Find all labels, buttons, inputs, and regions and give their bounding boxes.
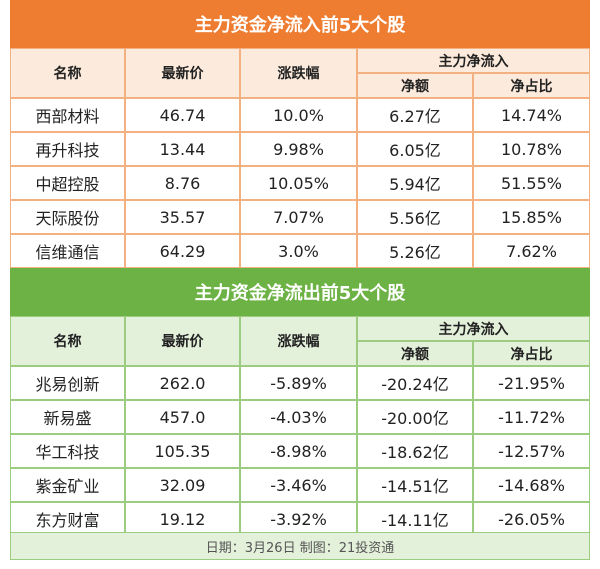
table-cell: 中超控股 bbox=[10, 166, 125, 200]
table-cell: 51.55% bbox=[473, 166, 590, 200]
table-cell: 262.0 bbox=[125, 366, 240, 400]
table-cell: 3.0% bbox=[240, 234, 357, 268]
table-cell: 5.94亿 bbox=[357, 166, 473, 200]
table-cell: -3.46% bbox=[240, 468, 357, 502]
table-cell: -14.68% bbox=[473, 468, 590, 502]
table-cell: 10.0% bbox=[240, 98, 357, 132]
column-header: 名称 bbox=[10, 48, 125, 98]
table-title: 主力资金净流入前5大个股 bbox=[10, 0, 590, 48]
table-cell: 西部材料 bbox=[10, 98, 125, 132]
column-header: 净占比 bbox=[473, 73, 590, 98]
table-title: 主力资金净流出前5大个股 bbox=[10, 268, 590, 316]
table-cell: 9.98% bbox=[240, 132, 357, 166]
table-cell: 6.27亿 bbox=[357, 98, 473, 132]
table-cell: -8.98% bbox=[240, 434, 357, 468]
table-cell: 15.85% bbox=[473, 200, 590, 234]
column-group-header: 主力净流入 bbox=[357, 48, 590, 73]
column-header: 涨跌幅 bbox=[240, 316, 357, 366]
column-header: 净额 bbox=[357, 73, 473, 98]
column-header: 最新价 bbox=[125, 316, 240, 366]
table-cell: 46.74 bbox=[125, 98, 240, 132]
table-cell: -20.24亿 bbox=[357, 366, 473, 400]
table-cell: 7.07% bbox=[240, 200, 357, 234]
table-cell: 6.05亿 bbox=[357, 132, 473, 166]
table-cell: 13.44 bbox=[125, 132, 240, 166]
table-cell: 天际股份 bbox=[10, 200, 125, 234]
table-cell: -4.03% bbox=[240, 400, 357, 434]
table-cell: -20.00亿 bbox=[357, 400, 473, 434]
table-cell: 新易盛 bbox=[10, 400, 125, 434]
table-cell: -11.72% bbox=[473, 400, 590, 434]
table-cell: -26.05% bbox=[473, 502, 590, 536]
table-cell: 457.0 bbox=[125, 400, 240, 434]
table-cell: 7.62% bbox=[473, 234, 590, 268]
table-cell: -14.11亿 bbox=[357, 502, 473, 536]
table-cell: 10.05% bbox=[240, 166, 357, 200]
column-group-header: 主力净流入 bbox=[357, 316, 590, 341]
table-cell: 5.26亿 bbox=[357, 234, 473, 268]
table-cell: 8.76 bbox=[125, 166, 240, 200]
table-cell: -21.95% bbox=[473, 366, 590, 400]
table-cell: -18.62亿 bbox=[357, 434, 473, 468]
table-cell: 兆易创新 bbox=[10, 366, 125, 400]
table-cell: 再升科技 bbox=[10, 132, 125, 166]
table-cell: 35.57 bbox=[125, 200, 240, 234]
table-cell: 10.78% bbox=[473, 132, 590, 166]
column-header: 净占比 bbox=[473, 341, 590, 366]
table-cell: 信维通信 bbox=[10, 234, 125, 268]
table-cell: 105.35 bbox=[125, 434, 240, 468]
table-cell: 14.74% bbox=[473, 98, 590, 132]
table-cell: 64.29 bbox=[125, 234, 240, 268]
column-header: 名称 bbox=[10, 316, 125, 366]
footer: 日期：3月26日 制图：21投资通 bbox=[10, 532, 590, 560]
table-cell: -12.57% bbox=[473, 434, 590, 468]
table-cell: 19.12 bbox=[125, 502, 240, 536]
table-cell: 32.09 bbox=[125, 468, 240, 502]
table-cell: 东方财富 bbox=[10, 502, 125, 536]
table-cell: -14.51亿 bbox=[357, 468, 473, 502]
table-cell: -5.89% bbox=[240, 366, 357, 400]
table-cell: -3.92% bbox=[240, 502, 357, 536]
column-header: 最新价 bbox=[125, 48, 240, 98]
table-cell: 华工科技 bbox=[10, 434, 125, 468]
table-cell: 5.56亿 bbox=[357, 200, 473, 234]
table-cell: 紫金矿业 bbox=[10, 468, 125, 502]
column-header: 涨跌幅 bbox=[240, 48, 357, 98]
column-header: 净额 bbox=[357, 341, 473, 366]
